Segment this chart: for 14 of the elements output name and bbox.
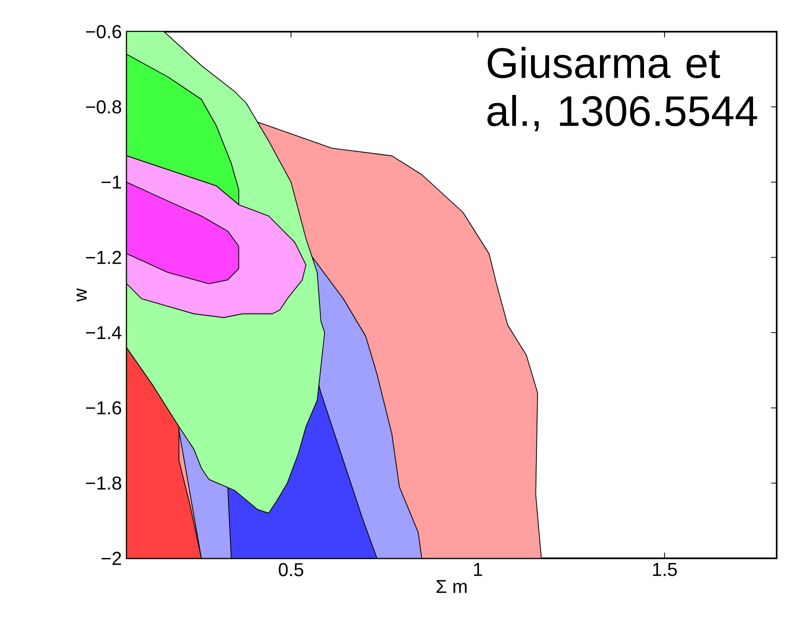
annotation: Giusarma et al., 1306.5544 — [487, 46, 758, 132]
x-tick-label: 1 — [474, 563, 482, 576]
y-tick-label: −1.4 — [86, 326, 122, 340]
y-tick-label: −1 — [102, 176, 122, 189]
y-tick-label: −0.8 — [86, 100, 122, 114]
x-axis-title: Σ m — [436, 580, 467, 593]
y-tick-label: −1.8 — [86, 476, 122, 490]
y-tick-label: −2 — [102, 552, 122, 565]
x-tick-label: 0.5 — [278, 563, 304, 576]
y-tick-label: −1.2 — [86, 250, 122, 264]
x-tick-label: 1.5 — [653, 563, 677, 576]
y-tick-label: −1.6 — [86, 401, 122, 414]
y-axis-title: w — [76, 288, 87, 302]
y-tick-label: −0.6 — [86, 25, 122, 38]
